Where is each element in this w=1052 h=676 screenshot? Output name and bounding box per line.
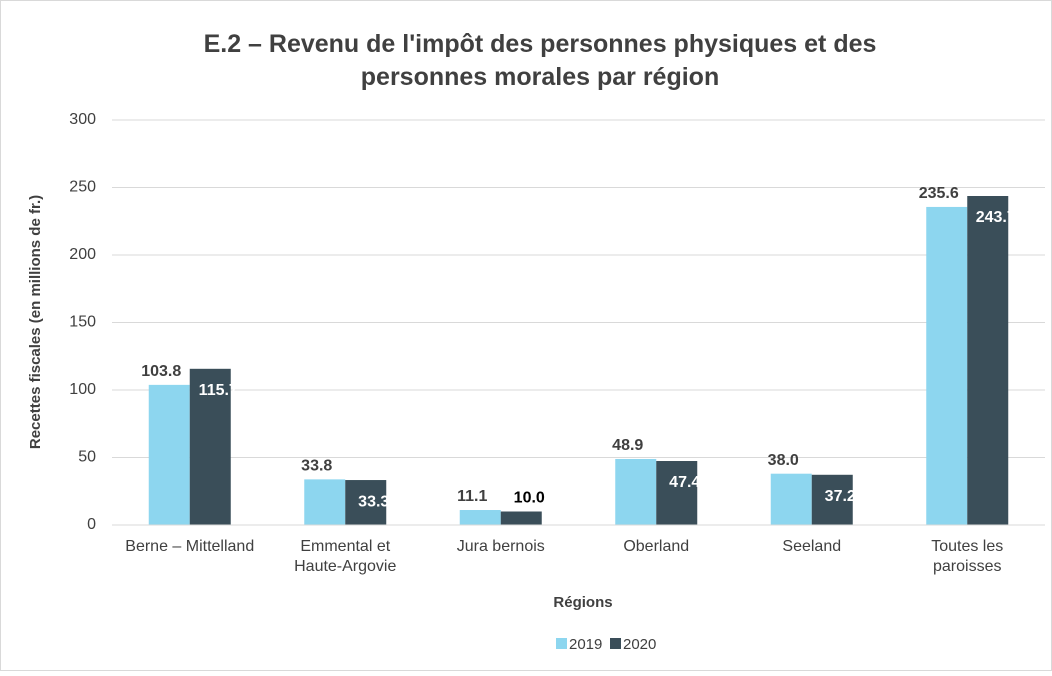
data-label: 37.2 (825, 488, 856, 505)
bar (656, 461, 698, 525)
bar (926, 206, 968, 525)
x-tick-label: Toutes les paroisses (931, 538, 1003, 575)
data-label: 47.4 (669, 474, 700, 491)
bar (770, 473, 812, 525)
x-tick-label: Seeland (782, 538, 841, 555)
bar (967, 196, 1009, 525)
bar (304, 479, 346, 525)
x-tick-label: Emmental et Haute-Argovie (294, 538, 396, 575)
x-axis-title: Régions (553, 594, 612, 611)
legend-label: 2019 (569, 636, 602, 653)
x-tick-label: Jura bernois (457, 538, 545, 555)
y-tick-label: 50 (78, 449, 96, 466)
bar (148, 384, 190, 525)
x-tick-label: Oberland (623, 538, 689, 555)
data-label: 115.7 (199, 382, 238, 399)
y-tick-label: 300 (69, 111, 96, 128)
data-label: 10.0 (514, 490, 545, 507)
data-label: 48.9 (612, 437, 643, 454)
data-label: 235.6 (919, 185, 959, 202)
bar (459, 510, 501, 525)
y-tick-label: 250 (69, 179, 96, 196)
data-label: 33.3 (358, 493, 389, 510)
y-axis-title: Recettes fiscales (en millions de fr.) (27, 195, 44, 449)
bar (345, 480, 387, 525)
bar (500, 511, 542, 525)
data-label: 33.8 (301, 458, 332, 475)
legend-label: 2020 (623, 636, 656, 653)
y-tick-label: 100 (69, 381, 96, 398)
data-label: 103.8 (141, 363, 181, 380)
chart-title: E.2 – Revenu de l'impôt des personnes ph… (204, 30, 877, 91)
bar (615, 458, 657, 525)
bar (189, 368, 231, 525)
x-tick-label: Berne – Mittelland (125, 538, 254, 555)
data-label: 38.0 (768, 452, 799, 469)
data-label: 243.7 (976, 209, 1016, 226)
bar (811, 474, 853, 525)
y-tick-label: 150 (69, 314, 96, 331)
y-tick-label: 0 (87, 516, 96, 533)
legend-swatch (556, 638, 567, 649)
data-label: 11.1 (457, 488, 487, 505)
legend-swatch (610, 638, 621, 649)
y-tick-label: 200 (69, 246, 96, 263)
